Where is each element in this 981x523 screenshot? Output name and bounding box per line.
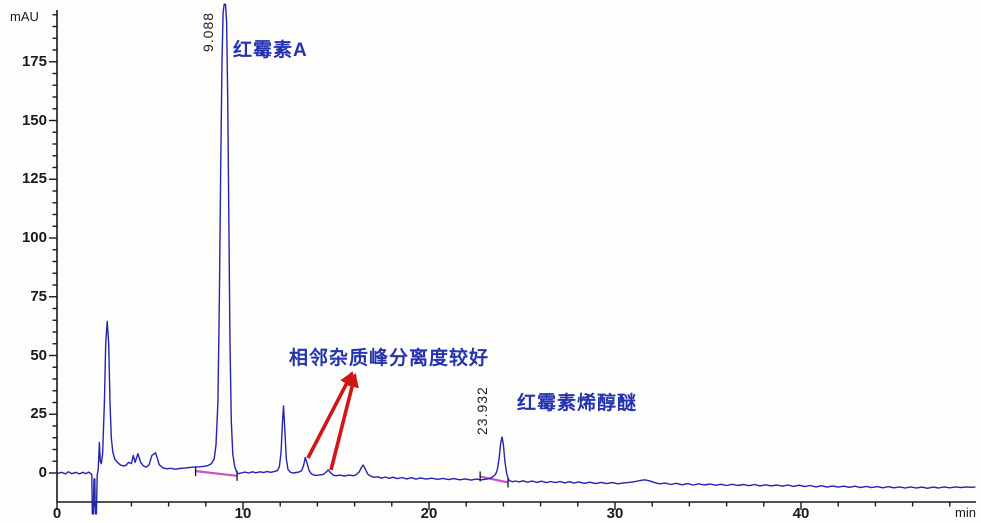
y-tick-label: 150: [21, 111, 47, 129]
y-tick-label: 50: [30, 346, 47, 364]
peak1-retention-time-label: 9.088: [200, 11, 216, 52]
y-tick-label: 0: [38, 464, 47, 481]
peak2-name-annotation: 红霉素烯醇醚: [517, 393, 638, 414]
y-tick-label: 75: [30, 287, 47, 305]
integration-baseline: [479, 475, 509, 484]
y-tick-label: 125: [21, 170, 47, 188]
annotation-arrow: [329, 373, 359, 471]
y-tick-label: 25: [30, 405, 47, 423]
y-tick-label: 175: [21, 52, 47, 70]
peak1-name-annotation: 红霉素A: [233, 40, 308, 61]
x-tick-label: 0: [52, 505, 62, 522]
x-tick-label: 40: [792, 505, 810, 522]
annotation-arrow: [306, 371, 354, 459]
chromatogram-trace: [56, 3, 976, 515]
y-tick-label: 100: [21, 229, 47, 246]
integration-baseline: [195, 470, 238, 477]
x-tick-label: 20: [420, 505, 438, 522]
x-tick-label: 10: [234, 505, 252, 522]
separation-note-annotation: 相邻杂质峰分离度较好: [289, 348, 490, 369]
x-tick-label: 30: [606, 505, 624, 522]
peak2-retention-time-label: 23.932: [474, 386, 490, 435]
